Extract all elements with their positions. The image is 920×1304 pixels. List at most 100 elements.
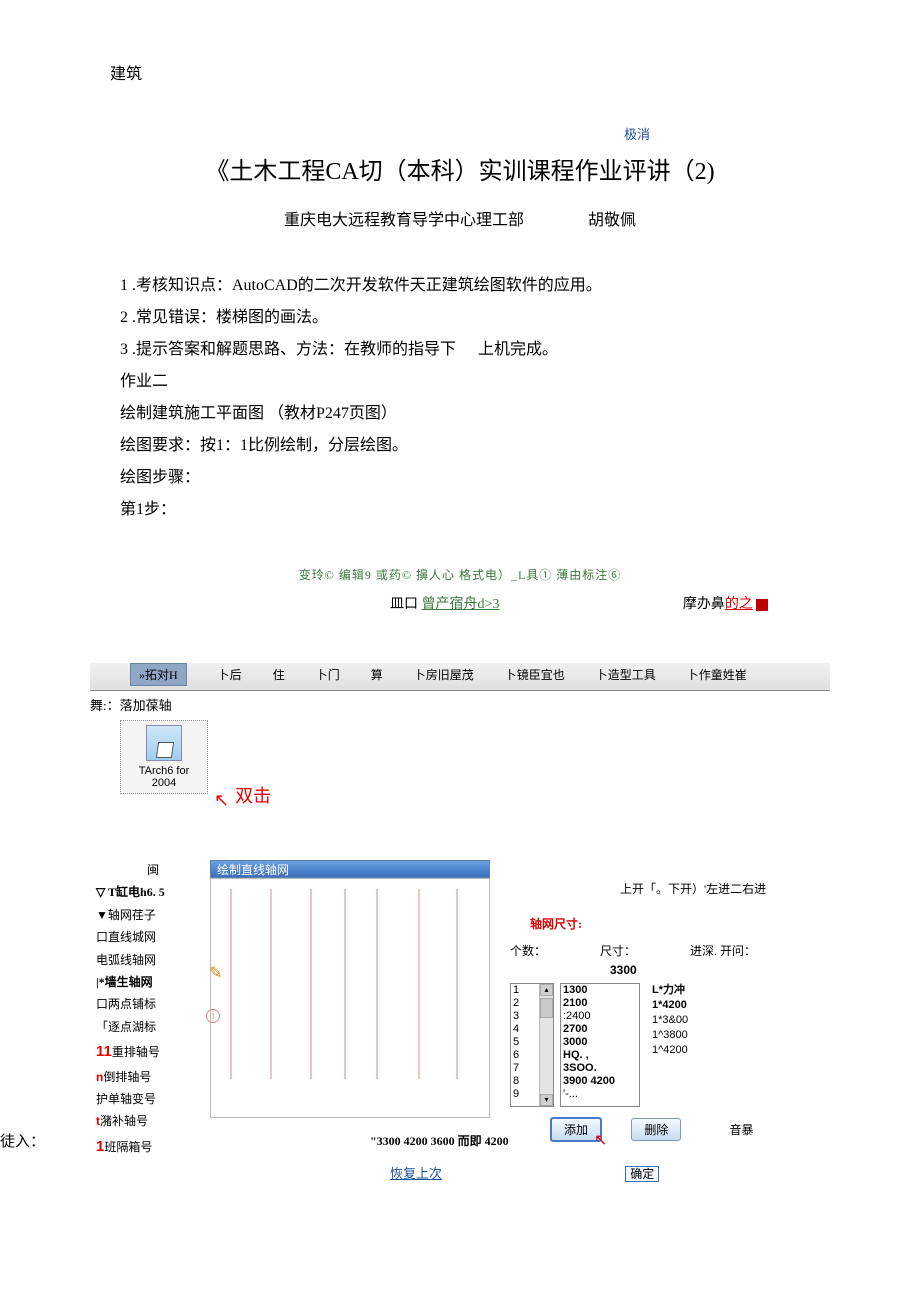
tree-l7[interactable]: 「逐点湖标 [96,1017,210,1037]
body-line-2: 2 .常见错误：楼梯图的画法。 [120,302,830,334]
depth-column: L*力冲 1*4200 1*3&00 1^3800 1^4200 [652,983,688,1107]
double-click-label: ↖双击 [220,782,271,808]
tree-l9-txt: 倒排轴号 [103,1070,151,1084]
toolbar-right: 摩办鼻的之 [683,593,769,613]
subtitle: 重庆电大远程教育导学中心理工部 胡敬佩 [90,206,830,230]
dblclick-text: 双击 [235,786,271,806]
subtitle-dept: 重庆电大远程教育导学中心理工部 [284,212,524,229]
tab-item[interactable]: 卜门 [316,666,340,683]
list-item[interactable]: 1300 [563,984,639,997]
tab-item[interactable]: 卜房旧屋茂 [414,666,474,683]
tarch-icon-image [146,725,182,761]
tab-item[interactable]: 算 [371,666,383,683]
size-value: 3300 [610,963,850,977]
arrow-icon: ↖ [594,1130,607,1150]
body-line-3a: 3 .提示答案和解题思路、方法：在教师的指导下 [120,341,456,358]
tree-l8-num: 11 [96,1043,112,1060]
list-item[interactable]: 3SOO. [563,1062,639,1075]
depth-item: 1*4200 [652,998,688,1013]
body-line-6: 绘图要求：按1：1比例绘制，分层绘图。 [120,430,830,462]
section-label: 轴网尺寸: [530,915,850,932]
list-item[interactable]: :2400 [563,1010,639,1023]
arrow-icon: ↖ [214,790,229,811]
ok-button[interactable]: 确定 [625,1166,659,1182]
tree-l12-txt: 班隔箱号 [104,1140,152,1154]
tree-l2[interactable]: ▼轴网荏子 [96,905,210,925]
tab-item[interactable]: 卜造型工具 [596,666,656,683]
size-listbox[interactable]: 1300 2100 :2400 2700 3000 HQ. , 3SOO. 39… [560,983,640,1107]
button-row: 添加 ↖ 删除 音暴 [550,1117,850,1142]
layer-line: 舞:：落加葆轴 [90,691,830,714]
red-square-icon [756,599,768,611]
tab-item[interactable]: 卜作童姓崔 [687,666,747,683]
app-toolbar: 皿口 曾产宿舟d>3 摩办鼻的之 [90,593,830,613]
tree-l1[interactable]: ▽ T缸电h6. 5 [96,882,210,902]
toolbar-path[interactable]: 曾产宿舟d>3 [422,597,500,612]
tree-l4[interactable]: 电弧线轴网 [96,950,210,970]
body-line-7: 绘图步骤： [120,462,830,494]
grid-preview: ✎ 1 [210,878,490,1118]
body-line-8: 第1步： [120,494,830,526]
col-depth: 进深. 开问： [690,942,780,959]
tree-l8[interactable]: 11重排轴号 [96,1039,210,1065]
page-title: 《土木工程CA切（本科）实训课程作业评讲（2) [90,151,830,186]
col-size: 尺寸： [600,942,690,959]
pen-icon: ✎ [209,963,222,983]
left-input-label: 徒入： [0,1130,45,1151]
tab-item[interactable]: 卜镜臣宜也 [505,666,565,683]
restore-button[interactable]: 恢复上次 [390,1166,442,1181]
dialog-right-panel: 上开「。下开）'左进二右进 轴网尺寸: 个数： 尺寸： 进深. 开问： 3300… [510,860,850,1142]
subtitle-author: 胡敬佩 [588,212,636,229]
tree-l11-txt: 潴补轴号 [100,1114,148,1128]
tree-header: 闽 [96,860,210,880]
tree-l3[interactable]: 口直线城网 [96,927,210,947]
list-item[interactable]: HQ. , [563,1049,639,1062]
tab-item[interactable]: 住 [273,666,285,683]
body-line-3: 3 .提示答案和解题思路、方法：在教师的指导下 上机完成。 [120,334,830,366]
tree-l5[interactable]: |*墙生轴网 [96,972,210,992]
body-line-1: 1 .考核知识点：AutoCAD的二次开发软件天正建筑绘图软件的应用。 [120,270,830,302]
delete-button[interactable]: 删除 [631,1118,681,1141]
tab-active[interactable]: »拓对H [130,663,187,686]
scrollbar[interactable]: ▴ ▾ [539,984,553,1106]
tree-l9[interactable]: n倒排轴号 [96,1067,210,1087]
toolbar-r2: 的 [725,597,739,612]
scroll-down-icon[interactable]: ▾ [540,1094,553,1106]
tree-l8-txt: 重排轴号 [112,1045,160,1059]
bg-button[interactable]: 音暴 [729,1121,753,1138]
list-item[interactable]: 2700 [563,1023,639,1036]
input-value[interactable]: "3300 4200 3600 而即 4200 [370,1134,509,1148]
tree-l6[interactable]: 口两点铺标 [96,994,210,1014]
scroll-up-icon[interactable]: ▴ [540,984,553,996]
body-line-3b: 上机完成。 [478,341,558,358]
depth-item: L*力冲 [652,983,688,998]
app-menubar[interactable]: 变玲© 编辑9 或药© 擤人心 格式电）_L具① 薄由标注⑥ [90,566,830,583]
tree-l12[interactable]: 1班隔箱号 [96,1134,210,1160]
depth-item: 1^3800 [652,1028,688,1043]
col-count: 个数： [510,942,600,959]
desktop-icon-area: TArch6 for 2004 ↖双击 [120,720,830,820]
list-item[interactable]: 3900 4200 [563,1075,639,1088]
bottom-line: 恢复上次 确定 [210,1163,830,1182]
count-listbox[interactable]: 1 2 3 4 5 6 7 8 9 ▴ ▾ [510,983,554,1107]
tarch-icon[interactable]: TArch6 for 2004 [120,720,208,794]
list-item[interactable]: 2100 [563,997,639,1010]
toolbar-r3: 之 [739,597,753,612]
axis-circle-1: 1 [206,1009,220,1023]
dialog-area: 绘制直线轴网 ✎ 1 上开「。下开）'左进二右 [210,860,830,1182]
toolbar-r1: 摩办鼻 [683,597,725,612]
direction-tabs[interactable]: 上开「。下开）'左进二右进 [620,880,850,897]
top-link[interactable]: 极消 [624,127,650,142]
dialog-titlebar: 绘制直线轴网 [210,860,490,878]
body-line-5: 绘制建筑施工平面图 （教材P247页图） [120,398,830,430]
page-category: 建筑 [90,60,830,84]
tree-l11[interactable]: t潴补轴号 [96,1111,210,1131]
column-headers: 个数： 尺寸： 进深. 开问： [510,942,850,959]
sidebar-tree: 闽 ▽ T缸电h6. 5 ▼轴网荏子 口直线城网 电弧线轴网 |*墙生轴网 口两… [90,860,210,1182]
scroll-thumb[interactable] [540,998,553,1018]
list-item[interactable]: 3000 [563,1036,639,1049]
tab-item[interactable]: 卜后 [218,666,242,683]
list-item[interactable]: '-... [563,1088,639,1101]
tree-l10[interactable]: 护单轴变号 [96,1089,210,1109]
tarch-icon-caption: TArch6 for 2004 [125,765,203,789]
